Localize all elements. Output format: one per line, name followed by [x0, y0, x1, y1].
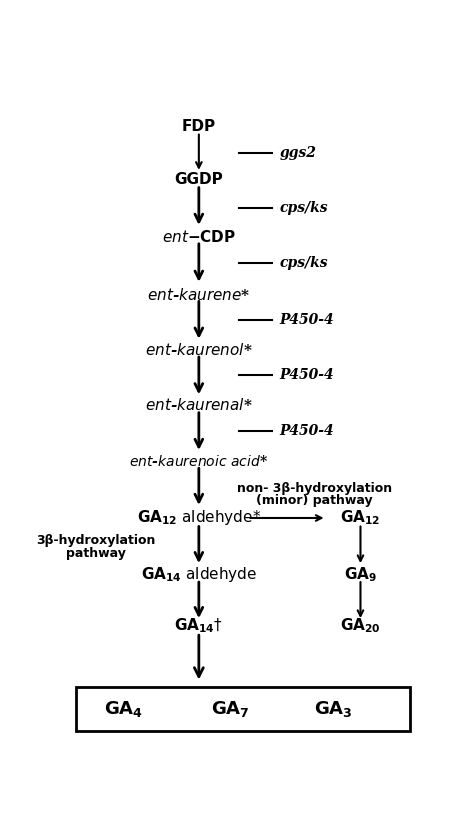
Text: FDP: FDP — [182, 119, 216, 134]
Text: $\mathbf{GA_{20}}$: $\mathbf{GA_{20}}$ — [340, 617, 381, 635]
Text: $\it{ent}$-$\it{kaurenoic\ acid}$*: $\it{ent}$-$\it{kaurenoic\ acid}$* — [129, 454, 268, 470]
Text: 3β-hydroxylation: 3β-hydroxylation — [36, 534, 155, 547]
Text: P450-4: P450-4 — [280, 423, 334, 438]
Text: $\mathbf{GA_{14}}$ aldehyde: $\mathbf{GA_{14}}$ aldehyde — [141, 564, 257, 584]
Text: $\mathbf{GA_{14}}$†: $\mathbf{GA_{14}}$† — [174, 617, 223, 635]
Text: $\mathbf{GA_{3}}$: $\mathbf{GA_{3}}$ — [314, 699, 352, 719]
Text: GGDP: GGDP — [174, 172, 223, 187]
Text: pathway: pathway — [66, 547, 126, 560]
Text: $\mathbf{GA_{7}}$: $\mathbf{GA_{7}}$ — [211, 699, 249, 719]
Text: $\mathbf{GA_{12}}$ aldehyde*: $\mathbf{GA_{12}}$ aldehyde* — [137, 508, 261, 528]
Text: P450-4: P450-4 — [280, 313, 334, 327]
Text: $\mathbf{GA_{12}}$: $\mathbf{GA_{12}}$ — [340, 509, 381, 528]
Text: cps/ks: cps/ks — [280, 201, 328, 215]
Text: $\it{ent}$-$\it{kaurenal}$*: $\it{ent}$-$\it{kaurenal}$* — [145, 396, 253, 412]
Text: P450-4: P450-4 — [280, 368, 334, 382]
Text: $\mathbf{GA_{4}}$: $\mathbf{GA_{4}}$ — [104, 699, 143, 719]
Text: cps/ks: cps/ks — [280, 256, 328, 270]
Text: $\it{ent}$-$\it{kaurene}$*: $\it{ent}$-$\it{kaurene}$* — [147, 286, 251, 303]
Text: ggs2: ggs2 — [280, 146, 317, 160]
Text: non- 3β-hydroxylation: non- 3β-hydroxylation — [237, 482, 392, 496]
FancyBboxPatch shape — [76, 687, 410, 732]
Text: $\it{ent}$-$\it{kaurenol}$*: $\it{ent}$-$\it{kaurenol}$* — [145, 342, 253, 358]
Text: $\it{ent}$$\mathbf{-CDP}$: $\it{ent}$$\mathbf{-CDP}$ — [162, 228, 236, 244]
Text: $\mathbf{GA_{9}}$: $\mathbf{GA_{9}}$ — [344, 565, 377, 584]
Text: (minor) pathway: (minor) pathway — [256, 494, 373, 507]
